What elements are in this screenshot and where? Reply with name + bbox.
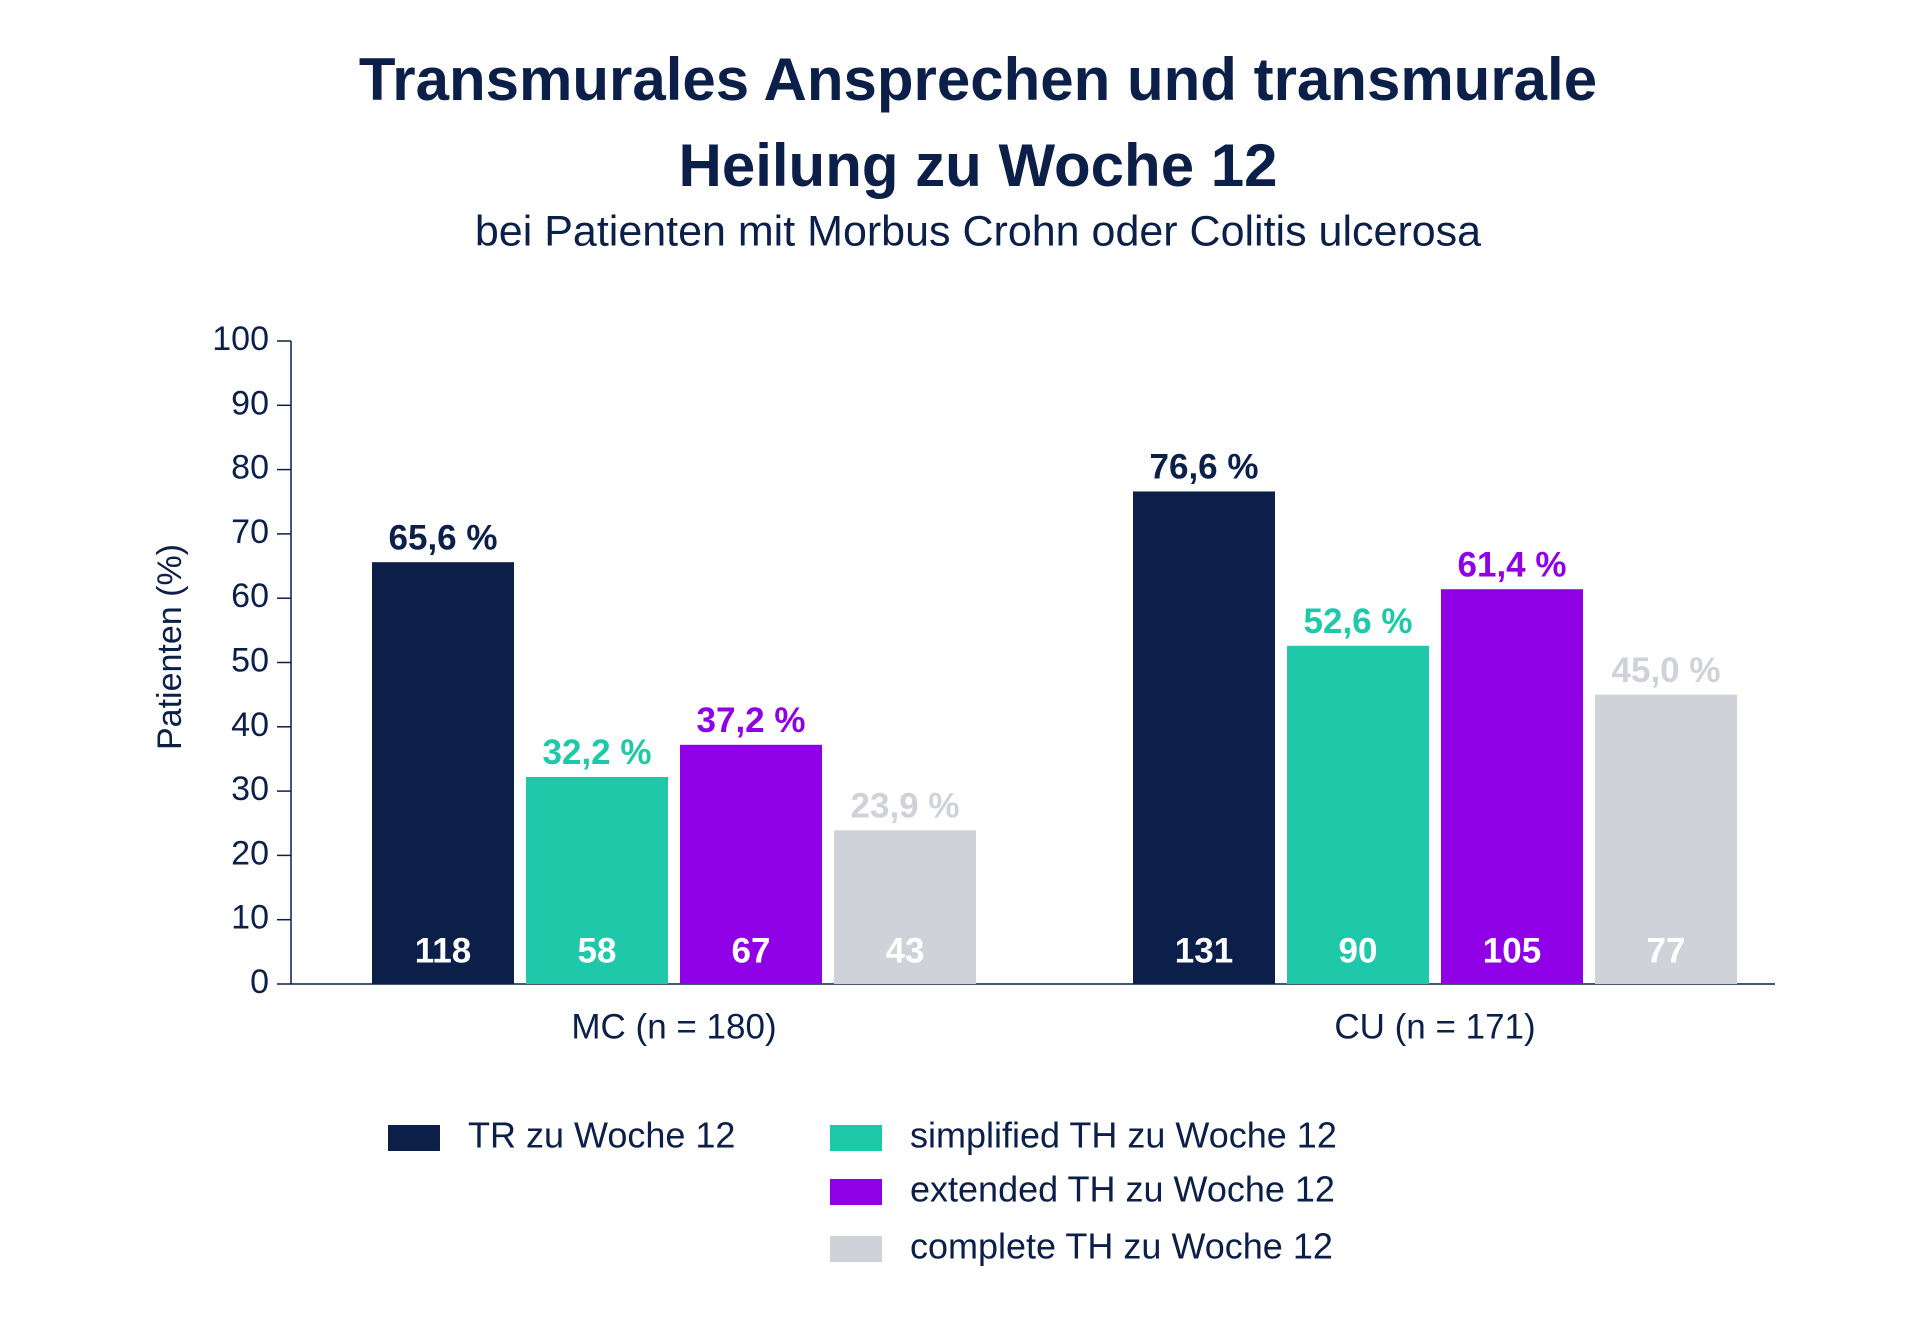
bar	[1287, 645, 1429, 984]
value-label: 52,6 %	[1304, 602, 1413, 641]
bar	[1441, 589, 1583, 984]
count-label: 67	[732, 931, 771, 970]
count-label: 90	[1339, 931, 1378, 970]
bar	[680, 744, 822, 984]
chart-title: Heilung zu Woche 12	[679, 132, 1278, 199]
value-label: 23,9 %	[851, 787, 960, 826]
legend-label: simplified TH zu Woche 12	[910, 1115, 1337, 1156]
legend-label: extended TH zu Woche 12	[910, 1169, 1335, 1210]
y-tick-label: 30	[231, 770, 269, 808]
value-label: 76,6 %	[1150, 448, 1259, 487]
bar	[526, 776, 668, 984]
y-tick-label: 0	[250, 963, 269, 1001]
bar	[834, 830, 976, 984]
y-tick-label: 10	[231, 899, 269, 937]
y-tick-label: 90	[231, 384, 269, 422]
bar	[1595, 694, 1737, 984]
x-tick-label: MC (n = 180)	[571, 1007, 776, 1046]
value-label: 32,2 %	[543, 733, 652, 772]
y-tick-label: 60	[231, 577, 269, 615]
value-label: 45,0 %	[1612, 651, 1721, 690]
y-tick-label: 80	[231, 449, 269, 487]
count-label: 77	[1647, 931, 1686, 970]
legend-swatch	[830, 1179, 882, 1205]
legend-swatch	[830, 1236, 882, 1262]
chart-title: Transmurales Ansprechen und transmurale	[359, 46, 1597, 113]
legend-label: complete TH zu Woche 12	[910, 1226, 1333, 1267]
y-tick-label: 50	[231, 641, 269, 679]
bar	[1133, 491, 1275, 984]
legend-label: TR zu Woche 12	[468, 1115, 735, 1156]
y-tick-label: 20	[231, 834, 269, 872]
value-label: 37,2 %	[697, 701, 806, 740]
count-label: 43	[886, 931, 925, 970]
count-label: 58	[578, 931, 617, 970]
legend-swatch	[388, 1125, 440, 1151]
value-label: 61,4 %	[1458, 545, 1567, 584]
count-label: 105	[1483, 931, 1541, 970]
y-axis-label: Patienten (%)	[151, 544, 189, 750]
x-tick-label: CU (n = 171)	[1334, 1007, 1535, 1046]
value-label: 65,6 %	[389, 518, 498, 557]
y-tick-label: 40	[231, 706, 269, 744]
chart-subtitle: bei Patienten mit Morbus Crohn oder Coli…	[475, 207, 1481, 255]
bar	[372, 562, 514, 984]
y-tick-label: 70	[231, 513, 269, 551]
count-label: 131	[1175, 931, 1233, 970]
legend-swatch	[830, 1125, 882, 1151]
y-tick-label: 100	[212, 320, 269, 358]
count-label: 118	[415, 931, 471, 970]
